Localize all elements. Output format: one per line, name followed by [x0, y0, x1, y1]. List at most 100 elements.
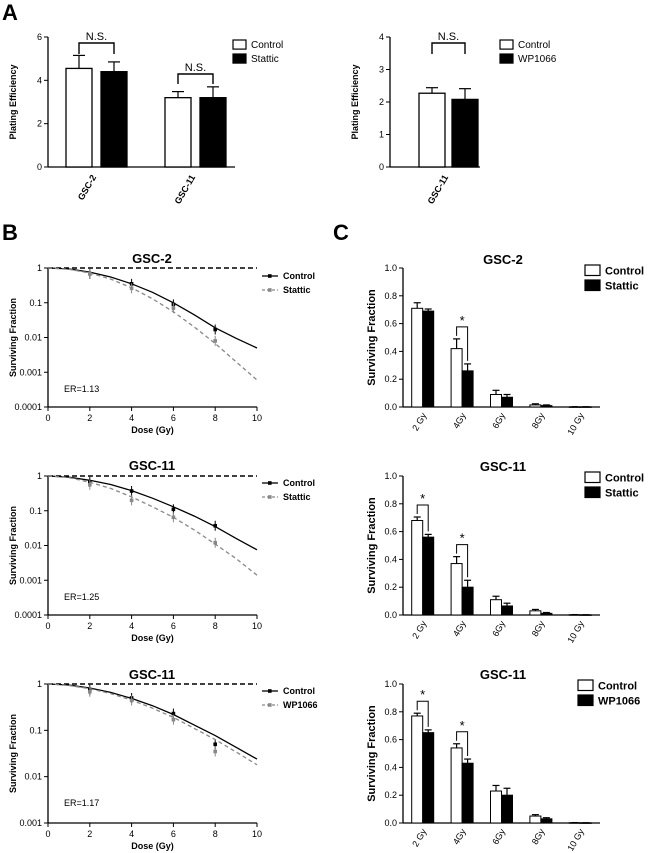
annotation-label: N.S. [438, 31, 459, 43]
charts-layer: 0 2 4 6 Plating Efficiency GSC-2 GSC-11 N.S. N.S… [8, 31, 644, 853]
legend-label: Control [251, 40, 283, 51]
y-tick-label: 0 [379, 162, 384, 172]
x-tick-label: GSC-2 [76, 173, 98, 202]
data-point [171, 717, 176, 722]
legend-swatch [584, 279, 601, 292]
y-tick-label: 1 [37, 471, 42, 481]
y-tick-label: 0.0001 [14, 610, 42, 620]
legend-label: Stattic [605, 488, 639, 500]
bar [568, 406, 581, 408]
fit-curve [47, 475, 258, 576]
x-tick-label: 6Gy [490, 411, 507, 431]
y-tick-label: 0.01 [24, 541, 42, 551]
x-axis-label: Dose (Gy) [131, 425, 174, 435]
y-tick-label: 0.001 [19, 818, 42, 828]
x-axis-label: Dose (Gy) [131, 633, 174, 643]
er-label: ER=1.25 [64, 592, 99, 602]
legend-marker [268, 689, 272, 693]
x-tick-label: 4Gy [451, 619, 468, 639]
x-tick-label: 10 [252, 621, 262, 631]
legend-label: Control [283, 478, 315, 488]
x-tick-label: 4Gy [451, 411, 468, 431]
data-point [171, 711, 176, 716]
bar [540, 405, 553, 408]
y-tick-label: 0.01 [24, 772, 42, 782]
bar [451, 98, 479, 168]
x-tick-label: 10 Gy [565, 827, 586, 853]
y-axis-label: Surviving Fraction [366, 497, 378, 594]
annotation-label: N.S. [86, 31, 107, 43]
x-tick-label: 6 [171, 621, 176, 631]
y-tick-label: 1.0 [384, 679, 397, 689]
y-tick-label: 1.0 [384, 471, 397, 481]
y-tick-label: 1 [379, 130, 384, 140]
x-tick-label: 8Gy [530, 827, 547, 847]
y-tick-label: 0.2 [384, 582, 397, 592]
x-axis-label: Dose (Gy) [131, 841, 174, 851]
panel-label-a: A [2, 0, 18, 25]
annotation-label: N.S. [185, 62, 206, 74]
y-tick-label: 4 [37, 75, 42, 85]
bar [411, 307, 424, 408]
chart-title: GSC-11 [129, 667, 175, 682]
chart-c3: 0.0 0.2 0.4 0.6 0.8 1.0 Surviving Fraction GSC-… [366, 667, 640, 853]
legend-label: Control [605, 473, 644, 485]
y-axis-label: Plating Efficiency [350, 64, 360, 139]
x-tick-label: 6 [171, 829, 176, 839]
y-axis-label: Surviving Fraction [8, 714, 18, 793]
y-tick-label: 0.0 [384, 610, 397, 620]
bar [422, 310, 435, 408]
y-tick-label: 0.8 [384, 291, 397, 301]
y-tick-label: 3 [379, 65, 384, 75]
bar [501, 396, 513, 408]
fit-curve [47, 267, 258, 381]
bar [579, 406, 592, 408]
data-point [88, 689, 92, 694]
y-tick-label: 0.4 [384, 762, 397, 772]
chart-title: GSC-2 [132, 251, 172, 266]
y-tick-label: 0.001 [19, 575, 42, 585]
chart-b2: 0.0001 0.001 0.01 0.1 1 Surviving Fraction 0 2 4… [8, 458, 315, 643]
data-point [171, 515, 176, 520]
y-tick-label: 1 [37, 679, 42, 689]
legend-label: WP1066 [518, 54, 557, 65]
x-tick-label: GSC-11 [173, 173, 198, 206]
legend-marker [268, 274, 272, 278]
bar [579, 614, 592, 616]
data-point [129, 489, 134, 493]
x-tick-label: 2 [87, 621, 92, 631]
data-point [129, 698, 134, 703]
data-point [213, 742, 217, 747]
bar [540, 818, 553, 824]
legend-swatch [577, 679, 594, 692]
legend-label: Stattic [605, 281, 639, 293]
y-tick-label: 6 [37, 32, 42, 42]
y-tick-label: 0.2 [384, 374, 397, 384]
x-tick-label: 2 [87, 413, 92, 423]
y-tick-label: 0.001 [19, 367, 42, 377]
bar [422, 732, 435, 824]
significance-marker: * [420, 491, 425, 506]
bracket [78, 42, 115, 54]
legend-marker [268, 288, 272, 292]
legend-marker [268, 495, 272, 499]
bracket [431, 42, 466, 54]
y-tick-label: 0.4 [384, 346, 397, 356]
x-tick-label: 4 [129, 621, 134, 631]
data-point [171, 507, 176, 512]
data-point [88, 482, 92, 487]
y-axis-label: Surviving Fraction [8, 506, 18, 585]
x-tick-label: 4Gy [451, 827, 468, 847]
y-axis-label: Plating Efficiency [8, 64, 18, 139]
bar [490, 393, 502, 408]
x-tick-label: 4 [129, 829, 134, 839]
y-axis-label: Surviving Fraction [366, 289, 378, 386]
legend-swatch [577, 694, 594, 707]
legend-label: Control [283, 686, 315, 696]
x-tick-label: 2 Gy [410, 827, 428, 849]
legend-swatch [584, 471, 601, 484]
x-tick-label: 2 Gy [410, 619, 428, 641]
legend-label: Stattic [251, 54, 279, 65]
bar [529, 610, 542, 616]
bar [540, 612, 553, 616]
